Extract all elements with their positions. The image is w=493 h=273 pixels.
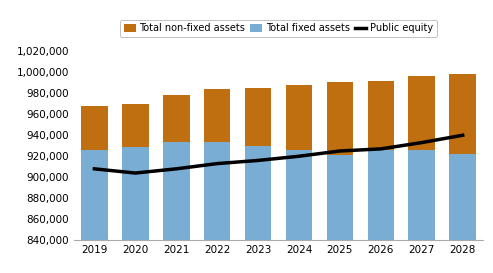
Public equity <box>92 167 98 170</box>
Bar <box>450 154 476 240</box>
Public equity <box>174 167 179 170</box>
Bar <box>163 141 189 240</box>
Bar <box>245 146 271 240</box>
Bar <box>122 147 148 240</box>
Public equity <box>337 149 343 153</box>
Bar <box>204 89 230 141</box>
Bar <box>327 82 353 155</box>
Bar <box>368 81 394 150</box>
Bar <box>81 106 107 150</box>
Bar <box>81 150 107 240</box>
Bar <box>245 88 271 146</box>
Bar <box>286 85 312 150</box>
Public equity <box>255 159 261 162</box>
Bar <box>368 150 394 240</box>
Bar <box>122 104 148 147</box>
Bar <box>409 150 435 240</box>
Public equity <box>132 171 138 175</box>
Public equity <box>214 162 220 165</box>
Public equity <box>460 133 466 137</box>
Bar <box>450 74 476 154</box>
Legend: Total non-fixed assets, Total fixed assets, Public equity: Total non-fixed assets, Total fixed asse… <box>120 20 437 37</box>
Public equity <box>419 141 425 144</box>
Public equity <box>296 155 302 158</box>
Public equity <box>378 147 384 150</box>
Bar <box>286 150 312 240</box>
Bar <box>327 155 353 240</box>
Bar <box>204 141 230 240</box>
Bar <box>409 76 435 150</box>
Bar <box>163 95 189 141</box>
Line: Public equity: Public equity <box>95 135 463 173</box>
